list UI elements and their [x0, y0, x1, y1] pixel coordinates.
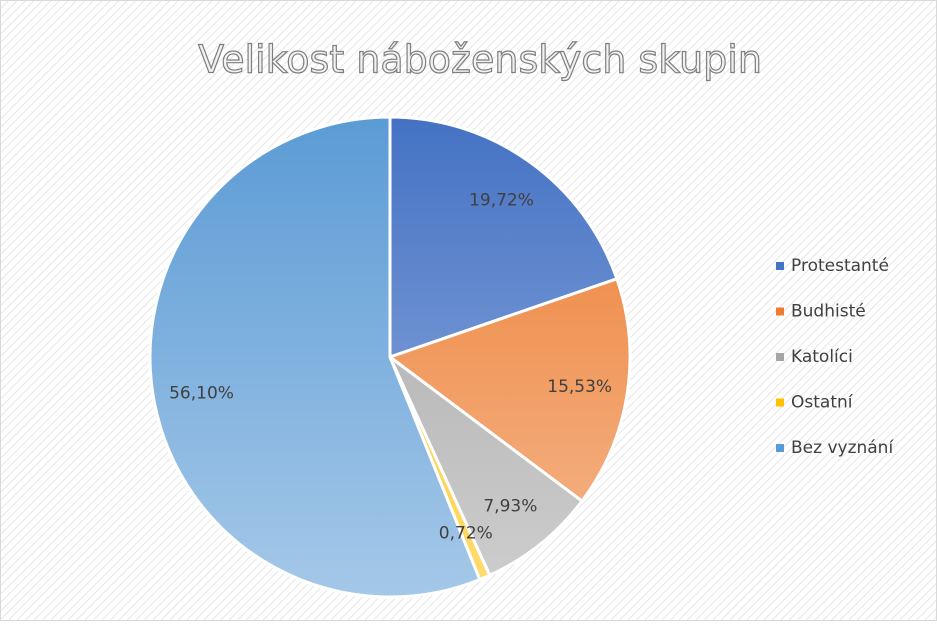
legend-swatch [776, 307, 784, 316]
pie-slice [148, 115, 482, 599]
legend-label: Protestanté [791, 256, 889, 276]
pie-slice [386, 276, 632, 504]
data-label: 15,53% [547, 377, 612, 397]
legend-label: Bez vyznání [791, 438, 894, 458]
data-label: 7,93% [483, 497, 537, 517]
data-label: 19,72% [469, 191, 534, 211]
legend-label: Ostatní [791, 393, 854, 413]
legend-label: Budhisté [791, 302, 866, 322]
legend-swatch [776, 262, 784, 270]
data-label: 0,72% [439, 523, 493, 543]
legend-swatch [776, 398, 784, 407]
chart-title: Velikost náboženských skupin [198, 38, 762, 82]
pie-slice [388, 355, 585, 578]
data-label: 56,10% [169, 384, 234, 404]
legend-swatch [776, 444, 784, 452]
legend-swatch [776, 353, 784, 361]
legend-label: Katolíci [791, 347, 853, 367]
